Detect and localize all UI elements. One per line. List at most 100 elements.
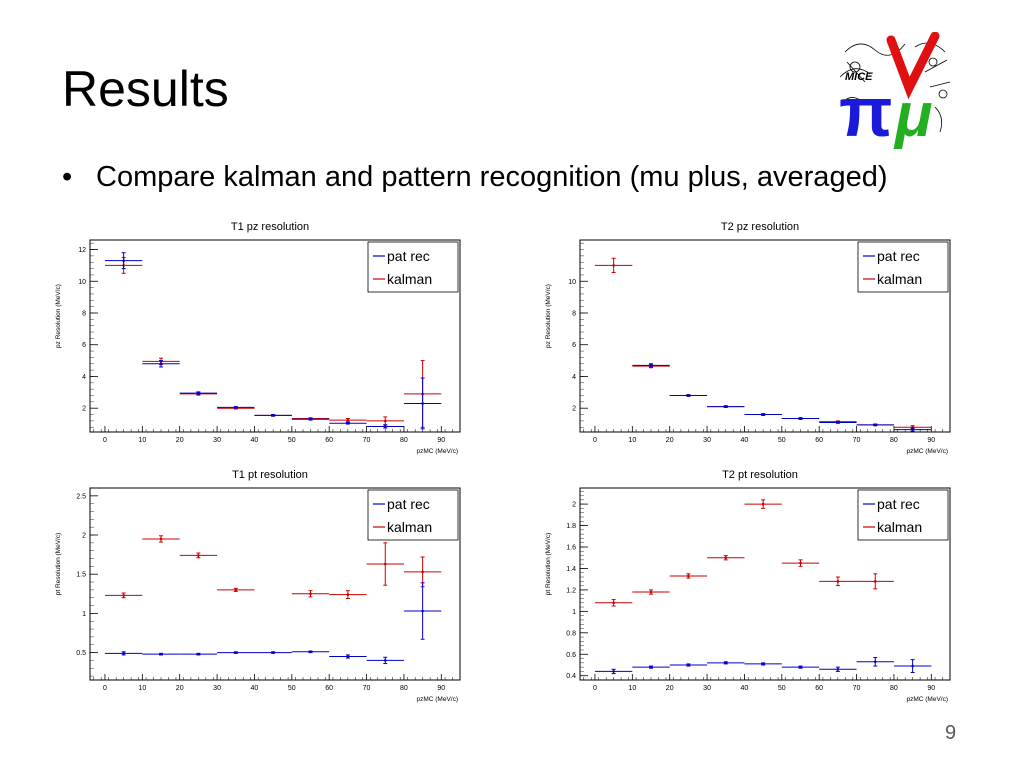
data-point (346, 593, 350, 596)
data-point (346, 421, 350, 425)
y-tick-label: 6 (572, 342, 576, 349)
x-tick-label: 50 (288, 437, 296, 444)
data-point (122, 594, 125, 597)
legend-entry: pat rec (387, 248, 430, 264)
x-tick-label: 30 (213, 685, 221, 692)
chart-title: T1 pz resolution (231, 221, 309, 233)
data-point (234, 588, 238, 592)
legend-entry: pat rec (877, 248, 920, 264)
data-point (836, 667, 840, 671)
data-point (724, 556, 728, 560)
y-axis-label: pt Resolution (MeV/c) (55, 533, 62, 596)
chart-t2-pz: T2 pz resolution 0 10 20 30 40 50 60 70 80 90 2 4 6 8 1… (545, 221, 951, 455)
data-point (234, 406, 238, 409)
data-point (309, 592, 312, 596)
chart-t2-pt: T2 pt resolution 0 10 20 30 40 50 60 70 80 90 0.4 0.… (545, 469, 951, 703)
data-point (724, 661, 728, 665)
data-point (383, 425, 387, 428)
legend-entry: kalman (877, 519, 922, 535)
data-point (799, 417, 802, 420)
plot-frame (579, 239, 951, 433)
data-point (799, 665, 802, 669)
y-axis-label: pz Resolution (MeV/c) (545, 284, 552, 348)
chart-title: T2 pz resolution (721, 221, 799, 233)
data-point (761, 662, 765, 666)
x-tick-label: 20 (666, 685, 674, 692)
data-point (612, 670, 615, 673)
y-tick-label: 2 (572, 502, 576, 509)
y-tick-label: 6 (82, 342, 86, 349)
mice-logo: MICE π μ (835, 31, 955, 152)
data-point (687, 574, 690, 578)
data-point (383, 419, 387, 423)
data-point (911, 428, 914, 431)
x-tick-label: 60 (815, 437, 823, 444)
data-point (346, 418, 350, 422)
x-tick-label: 80 (400, 437, 408, 444)
y-axis-label: pz Resolution (MeV/c) (55, 284, 62, 348)
y-tick-label: 8 (82, 310, 86, 317)
data-point (836, 421, 840, 424)
x-axis-label: pzMC (MeV/c) (906, 696, 948, 703)
legend-entry: pat rec (877, 496, 920, 512)
data-point (687, 663, 690, 667)
y-tick-label: 10 (78, 279, 86, 286)
bullet-text: Compare kalman and pattern recognition (… (96, 161, 888, 193)
y-tick-label: 1.2 (566, 587, 576, 594)
plot-frame (89, 487, 461, 681)
x-tick-label: 30 (703, 437, 711, 444)
data-point (873, 660, 877, 664)
x-tick-label: 10 (138, 685, 146, 692)
x-tick-label: 90 (927, 685, 935, 692)
y-tick-label: 8 (572, 310, 576, 317)
data-point (159, 537, 163, 541)
y-tick-label: 1 (82, 611, 86, 618)
data-point (687, 394, 690, 397)
x-tick-label: 20 (666, 437, 674, 444)
x-tick-label: 40 (251, 685, 259, 692)
legend-box (857, 489, 949, 541)
logo-mu-glyph: μ (893, 81, 932, 150)
x-tick-label: 50 (288, 685, 296, 692)
data-point (197, 652, 200, 656)
page-number: 9 (945, 722, 957, 744)
x-tick-label: 40 (741, 685, 749, 692)
x-tick-label: 30 (213, 437, 221, 444)
data-point (346, 655, 350, 658)
y-tick-label: 2 (82, 406, 86, 413)
x-tick-label: 40 (251, 437, 259, 444)
data-point (421, 609, 424, 613)
legend-box (367, 241, 459, 293)
data-point (383, 562, 387, 566)
bullet-item: • Compare kalman and pattern recognition … (62, 160, 887, 195)
y-tick-label: 1.8 (566, 523, 576, 530)
y-tick-label: 4 (82, 374, 86, 381)
x-tick-label: 70 (853, 437, 861, 444)
legend-box (367, 489, 459, 541)
x-tick-label: 60 (325, 685, 333, 692)
x-tick-label: 10 (628, 685, 636, 692)
bullet-dot-icon: • (62, 161, 73, 193)
y-tick-label: 0.8 (566, 630, 576, 637)
data-point (421, 402, 424, 405)
data-point (836, 580, 840, 583)
x-tick-label: 0 (593, 437, 597, 444)
y-tick-label: 2.5 (76, 493, 86, 500)
x-tick-label: 70 (363, 685, 371, 692)
chart-t1-pt: T1 pt resolution 0 10 20 30 40 50 60 70 80 90 0.5 1 1… (55, 469, 461, 703)
x-tick-label: 50 (778, 437, 786, 444)
y-tick-label: 1.6 (566, 544, 576, 551)
data-point (421, 570, 424, 574)
data-point (873, 423, 877, 427)
x-tick-label: 10 (628, 437, 636, 444)
y-axis-label: pt Resolution (MeV/c) (545, 533, 552, 596)
x-tick-label: 10 (138, 437, 146, 444)
logo-pi-glyph: π (839, 73, 893, 151)
y-tick-label: 4 (572, 374, 576, 381)
legend-entry: kalman (877, 271, 922, 287)
x-tick-label: 60 (325, 437, 333, 444)
x-tick-label: 20 (176, 437, 184, 444)
data-point (761, 502, 765, 506)
chart-title: T2 pt resolution (722, 469, 798, 481)
x-tick-label: 20 (176, 685, 184, 692)
